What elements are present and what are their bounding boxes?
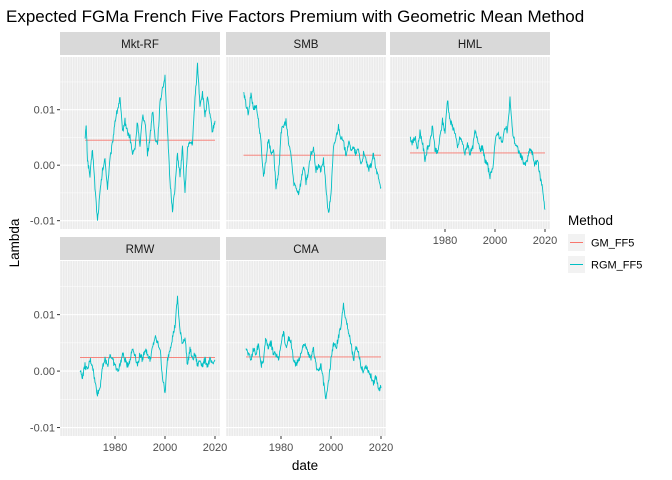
legend-title: Method [568,213,613,228]
y-axis-title: Lambda [7,218,22,267]
horizontal-grid-rmw [60,286,220,429]
rgm-ff5-line-hml [409,96,546,210]
strip-label-rmw: RMW [126,244,155,256]
legend-label-gm-ff5: GM_FF5 [591,238,634,250]
strip-cma [226,237,386,260]
panel-hml: HML 1980 2000 2020 [389,32,557,247]
strip-smb [226,32,386,55]
horizontal-grid-mkt-rf [60,81,220,222]
y-tick-label: 0.00 [34,366,55,378]
horizontal-grid-smb [226,81,386,222]
strip-label-mkt-rf: Mkt-RF [121,39,159,51]
strip-rmw [60,237,220,260]
panel-rmw: RMW -0.01 0.00 0.01 1980 2000 2020 [30,237,227,454]
x-tick-label: 1980 [103,442,127,454]
x-tick-label: 1980 [433,235,457,247]
x-tick-label: 2020 [369,442,393,454]
x-tick-label: 2000 [483,235,507,247]
strip-hml [390,32,550,55]
x-tick-label: 2020 [533,235,557,247]
legend-label-rgm-ff5: RGM_FF5 [591,260,642,272]
strip-mkt-rf [60,32,220,55]
x-tick-label: 1980 [269,442,293,454]
y-tick-label: 0.01 [34,105,55,117]
rgm-ff5-line-smb [243,92,382,213]
y-tick-label: 0.00 [34,160,55,172]
vertical-grid-smb [225,57,387,229]
chart-title: Expected FGMa French Five Factors Premiu… [6,7,584,26]
strip-label-hml: HML [458,39,483,51]
strip-label-smb: SMB [294,39,319,51]
x-axis-title: date [292,458,318,473]
rgm-ff5-line-cma [245,302,382,400]
panel-mkt-rf: Mkt-RF -0.01 0.00 0.01 [30,32,221,229]
x-tick-label: 2000 [153,442,177,454]
rgm-ff5-line-mkt-rf [84,62,216,221]
panel-cma: CMA 1980 2000 2020 [225,237,393,454]
y-tick-label: -0.01 [30,423,55,435]
vertical-grid-rmw [59,261,221,436]
x-tick-label: 2000 [319,442,343,454]
legend: Method GM_FF5 RGM_FF5 [568,213,642,273]
horizontal-grid-cma [226,286,386,429]
horizontal-grid-hml [390,81,550,222]
strip-label-cma: CMA [293,244,319,256]
y-tick-label: 0.01 [34,310,55,322]
y-tick-label: -0.01 [30,216,55,228]
rgm-ff5-line-rmw [79,295,216,397]
x-tick-label: 2020 [203,442,227,454]
vertical-grid-cma [225,261,387,436]
panel-smb: SMB [225,32,387,229]
